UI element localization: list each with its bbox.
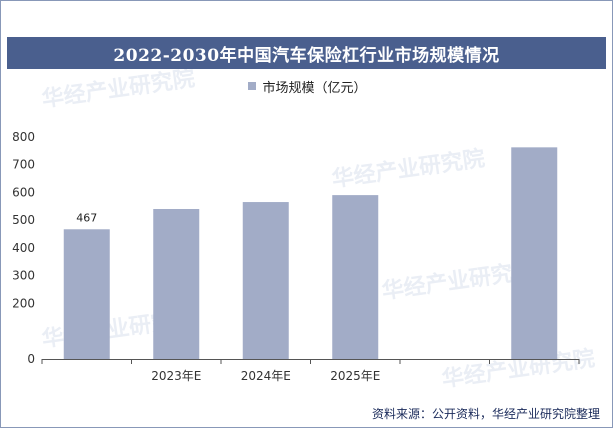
bar [153, 209, 200, 359]
x-tick-label: 2024年E [241, 369, 291, 383]
bar [63, 229, 110, 359]
bar [242, 202, 289, 359]
source-note: 资料来源：公开资料，华经产业研究院整理 [371, 407, 600, 421]
y-tick-label: 300 [12, 269, 35, 283]
y-tick-label: 200 [12, 296, 35, 310]
legend: 市场规模（亿元） [1, 75, 613, 97]
title-bar: 2022-2030年中国汽车保险杠行业市场规模情况 [7, 37, 606, 69]
bar [511, 147, 558, 359]
y-tick-label: 700 [12, 158, 35, 172]
y-tick-label: 500 [12, 213, 35, 227]
x-tick-label: 2023年E [151, 369, 201, 383]
y-tick-label: 800 [12, 130, 35, 144]
data-label: 467 [76, 211, 97, 224]
x-tick-label: 2025年E [330, 369, 380, 383]
legend-swatch [248, 82, 257, 90]
chart-title: 2022-2030年中国汽车保险杠行业市场规模情况 [113, 45, 500, 66]
y-tick-label: 600 [12, 185, 35, 199]
bar [332, 195, 379, 359]
y-tick-label: 0 [27, 352, 35, 366]
y-tick-label: 400 [12, 241, 35, 255]
legend-label: 市场规模（亿元） [262, 80, 367, 96]
